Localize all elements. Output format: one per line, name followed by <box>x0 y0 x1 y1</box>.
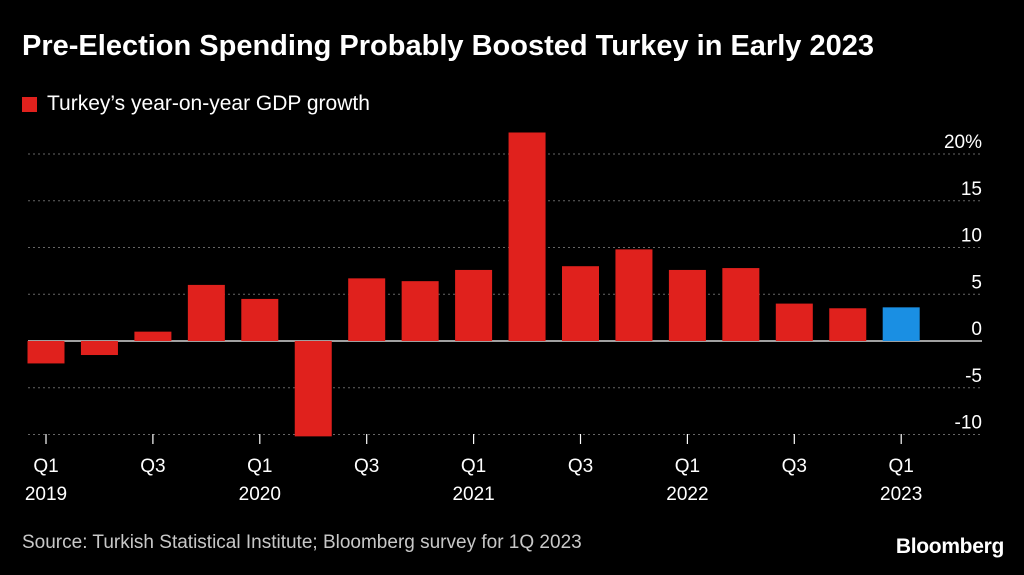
bar-2022-q1 <box>668 269 706 341</box>
y-tick-label: -5 <box>965 366 982 387</box>
x-tick-label: Q1 <box>675 456 700 477</box>
bar-2020-q1 <box>241 298 279 341</box>
bar-2021-q4 <box>615 249 653 341</box>
y-tick-label: 20% <box>944 132 982 153</box>
bar-2020-q2 <box>294 341 332 437</box>
bar-2022-q2 <box>722 268 760 341</box>
x-tick-label: Q3 <box>568 456 593 477</box>
legend-label: Turkey’s year-on-year GDP growth <box>47 92 370 115</box>
bar-2022-q3 <box>775 303 813 341</box>
x-year-label: 2020 <box>239 484 281 505</box>
bar-2023-q1 <box>882 307 920 341</box>
axes: 20% 15 10 5 0 -5 -10 Q1 2019 Q3 Q1 2020 Q3 Q1 2021 Q3 Q1… <box>25 132 982 505</box>
bar-2019-q2 <box>80 341 118 356</box>
x-year-label: 2019 <box>25 484 67 505</box>
x-tick-label: Q1 <box>461 456 486 477</box>
chart-title: Pre-Election Spending Probably Boosted T… <box>22 30 874 62</box>
y-tick-label: 0 <box>971 319 982 340</box>
bar-2021-q2 <box>508 132 546 341</box>
bar-2021-q3 <box>562 266 599 341</box>
bar-2020-q4 <box>401 281 439 341</box>
bar-2019-q3 <box>134 331 172 341</box>
bar-2019-q1 <box>27 341 65 364</box>
gridlines <box>28 153 982 435</box>
x-year-label: 2021 <box>452 484 494 505</box>
x-tick-label: Q3 <box>782 456 807 477</box>
x-year-label: 2022 <box>666 484 708 505</box>
bars <box>27 132 920 437</box>
legend-swatch <box>22 96 37 112</box>
x-year-label: 2023 <box>880 484 922 505</box>
bar-2019-q4 <box>187 284 225 341</box>
bloomberg-logo: Bloomberg <box>895 535 1004 558</box>
x-tick-label: Q1 <box>33 456 58 477</box>
bar-2021-q1 <box>455 269 493 341</box>
x-tick-label: Q1 <box>889 456 914 477</box>
x-tick-label: Q3 <box>354 456 379 477</box>
y-tick-label: 15 <box>961 179 982 200</box>
source-note: Source: Turkish Statistical Institute; B… <box>22 532 582 553</box>
y-tick-label: 5 <box>971 272 982 293</box>
bar-2022-q4 <box>829 308 867 341</box>
x-tick-label: Q1 <box>247 456 272 477</box>
bar-2020-q3 <box>348 278 386 341</box>
y-tick-label: -10 <box>955 413 982 434</box>
legend: Turkey’s year-on-year GDP growth <box>22 92 370 116</box>
x-tick-label: Q3 <box>140 456 165 477</box>
y-tick-label: 10 <box>961 226 982 247</box>
